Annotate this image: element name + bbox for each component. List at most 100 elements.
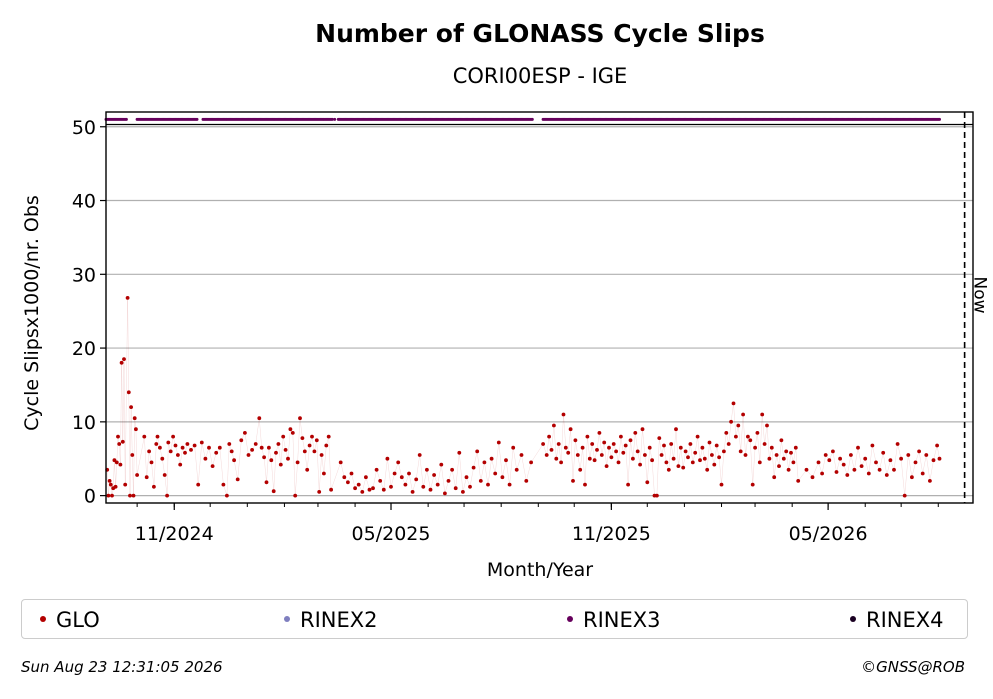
glo-point <box>210 464 215 468</box>
legend-item-glo: GLO <box>40 609 100 631</box>
glo-point <box>693 450 698 455</box>
glo-point <box>160 456 165 461</box>
glo-point <box>417 453 422 457</box>
glo-point <box>676 464 681 468</box>
glo-point <box>779 438 784 443</box>
glo-point <box>302 449 307 454</box>
glo-point <box>504 458 508 463</box>
glo-point <box>924 453 929 457</box>
glo-point <box>796 479 801 483</box>
glo-point <box>607 445 611 450</box>
glo-point <box>707 440 712 445</box>
glo-point <box>734 434 738 439</box>
glo-point <box>683 449 688 454</box>
glo-point <box>461 490 465 494</box>
glo-point <box>123 482 128 487</box>
glo-point <box>599 453 604 457</box>
legend-item-rinex4: RINEX4 <box>850 609 944 631</box>
glo-point <box>122 357 126 361</box>
glo-point <box>827 458 832 463</box>
glo-point <box>374 467 379 472</box>
glo-point <box>295 460 300 465</box>
glo-point <box>203 456 208 461</box>
glo-point <box>519 453 524 457</box>
glo-point <box>396 460 401 465</box>
glo-point <box>784 449 789 454</box>
glo-point <box>178 462 183 467</box>
glo-point <box>131 493 136 498</box>
glo-point <box>180 445 185 450</box>
glo-point <box>849 453 853 457</box>
y-tick-label: 50 <box>72 117 96 139</box>
glo-point <box>235 477 240 482</box>
glo-point <box>583 482 587 487</box>
glo-point <box>108 482 113 487</box>
glo-point <box>726 442 731 446</box>
glo-point <box>185 442 190 446</box>
glo-point <box>217 445 222 450</box>
glo-point <box>573 438 578 443</box>
glo-point <box>329 487 333 492</box>
glo-point <box>738 449 743 454</box>
glo-point <box>482 460 487 465</box>
glo-point <box>931 458 936 463</box>
glo-point <box>371 486 375 491</box>
legend-item-rinex2: RINEX2 <box>284 609 378 631</box>
glo-point <box>746 434 750 439</box>
glo-point <box>674 427 678 432</box>
glo-point <box>559 460 563 465</box>
glo-point <box>162 473 167 477</box>
glo-point <box>655 493 659 498</box>
glo-point <box>207 445 211 450</box>
glo-point <box>120 439 125 444</box>
glo-point <box>892 467 896 472</box>
glo-point <box>414 477 419 482</box>
glo-point <box>269 458 274 463</box>
glo-point <box>114 460 119 465</box>
glo-point <box>831 449 835 454</box>
x-axis-label: Month/Year <box>487 559 593 581</box>
legend: GLO RINEX2 RINEX3 RINEX4 <box>21 599 968 639</box>
glo-point <box>910 475 914 480</box>
glo-point <box>475 449 480 454</box>
glo-point <box>288 427 293 432</box>
glo-point <box>767 456 772 461</box>
rinex3-point <box>124 117 128 121</box>
glo-point <box>432 473 436 477</box>
glo-point <box>731 401 736 406</box>
glo-point <box>563 445 568 450</box>
glo-point <box>705 467 710 472</box>
glo-point <box>859 464 864 468</box>
glo-point <box>381 487 386 492</box>
glo-point <box>631 456 635 461</box>
rinex3-point <box>195 117 199 121</box>
glo-point <box>450 467 454 472</box>
glo-point <box>514 467 519 472</box>
glo-point <box>353 486 357 491</box>
glo-point <box>597 431 602 435</box>
glo-point <box>662 443 666 448</box>
x-tick-label: 11/2025 <box>572 523 651 545</box>
glo-point <box>913 460 918 465</box>
glo-point <box>189 448 193 452</box>
glo-point <box>168 449 173 454</box>
glo-point <box>360 490 365 494</box>
glo-point <box>614 449 618 454</box>
glo-point <box>267 445 271 450</box>
glo-point <box>274 450 278 455</box>
glo-point <box>399 475 404 480</box>
glo-point <box>524 479 529 483</box>
glo-point <box>364 475 368 480</box>
glo-point <box>446 479 451 483</box>
glo-point <box>568 427 573 432</box>
glo-point <box>650 458 654 463</box>
glo-point <box>877 467 882 472</box>
glo-point <box>392 471 397 476</box>
glo-point <box>700 445 705 450</box>
glo-point <box>322 471 326 476</box>
glo-point <box>246 453 251 457</box>
glo-point <box>112 458 117 463</box>
chart-title: Number of GLONASS Cycle Slips <box>315 19 765 48</box>
glo-point <box>743 453 748 457</box>
